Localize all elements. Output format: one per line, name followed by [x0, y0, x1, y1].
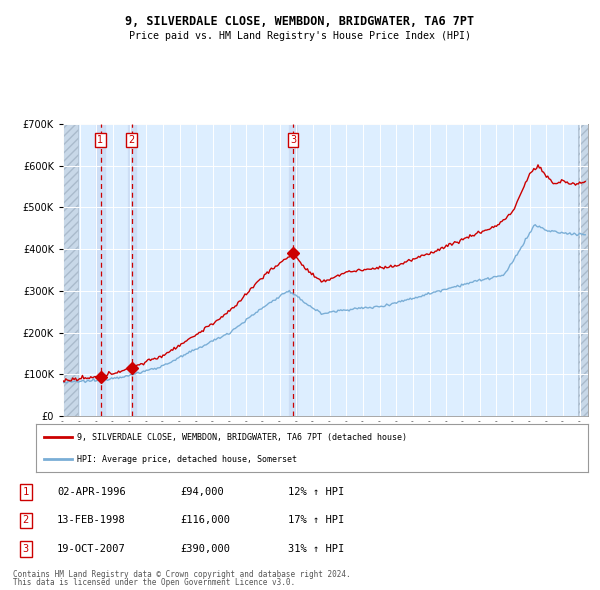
- Text: 2007: 2007: [271, 421, 280, 441]
- Text: 02-APR-1996: 02-APR-1996: [57, 487, 126, 497]
- Text: 2017: 2017: [437, 421, 446, 441]
- Text: 1994: 1994: [54, 421, 63, 441]
- Text: 2: 2: [128, 135, 135, 145]
- Text: 2005: 2005: [238, 421, 247, 441]
- Text: 2: 2: [23, 516, 29, 526]
- Text: 13-FEB-1998: 13-FEB-1998: [57, 516, 126, 526]
- Text: 2022: 2022: [521, 421, 530, 441]
- Text: 2000: 2000: [154, 421, 163, 441]
- Text: 2016: 2016: [421, 421, 430, 441]
- Text: 2015: 2015: [404, 421, 413, 441]
- Text: 2020: 2020: [487, 421, 496, 441]
- Text: 2002: 2002: [187, 421, 196, 441]
- Text: 1997: 1997: [104, 421, 113, 441]
- Text: 1999: 1999: [137, 421, 146, 441]
- Text: 31% ↑ HPI: 31% ↑ HPI: [288, 545, 344, 555]
- Text: 1996: 1996: [88, 421, 97, 441]
- Text: 1: 1: [23, 487, 29, 497]
- Text: 2025: 2025: [571, 421, 580, 441]
- Text: 2012: 2012: [354, 421, 363, 441]
- Text: £94,000: £94,000: [180, 487, 224, 497]
- Text: 2001: 2001: [170, 421, 179, 441]
- Text: 2006: 2006: [254, 421, 263, 441]
- Text: 2018: 2018: [454, 421, 463, 441]
- Bar: [128, 124, 136, 416]
- Text: 12% ↑ HPI: 12% ↑ HPI: [288, 487, 344, 497]
- Text: 2019: 2019: [470, 421, 479, 441]
- Text: Price paid vs. HM Land Registry's House Price Index (HPI): Price paid vs. HM Land Registry's House …: [129, 31, 471, 41]
- Text: 2009: 2009: [304, 421, 313, 441]
- Text: 2013: 2013: [371, 421, 380, 441]
- Text: 2024: 2024: [554, 421, 563, 441]
- Bar: [97, 124, 104, 416]
- Bar: [578, 124, 588, 416]
- Text: 9, SILVERDALE CLOSE, WEMBDON, BRIDGWATER, TA6 7PT (detached house): 9, SILVERDALE CLOSE, WEMBDON, BRIDGWATER…: [77, 432, 407, 442]
- Text: 1: 1: [97, 135, 104, 145]
- Text: Contains HM Land Registry data © Crown copyright and database right 2024.: Contains HM Land Registry data © Crown c…: [13, 570, 351, 579]
- Bar: [289, 124, 297, 416]
- Text: 2003: 2003: [204, 421, 213, 441]
- Text: 2023: 2023: [538, 421, 547, 441]
- Text: 2014: 2014: [388, 421, 397, 441]
- Text: 9, SILVERDALE CLOSE, WEMBDON, BRIDGWATER, TA6 7PT: 9, SILVERDALE CLOSE, WEMBDON, BRIDGWATER…: [125, 15, 475, 28]
- Text: 3: 3: [290, 135, 296, 145]
- Text: 1998: 1998: [121, 421, 130, 441]
- Text: 3: 3: [23, 545, 29, 555]
- Text: 2004: 2004: [221, 421, 230, 441]
- Bar: [63, 124, 79, 416]
- Text: 2011: 2011: [337, 421, 346, 441]
- Text: 2008: 2008: [287, 421, 296, 441]
- Text: 2021: 2021: [504, 421, 513, 441]
- Text: This data is licensed under the Open Government Licence v3.0.: This data is licensed under the Open Gov…: [13, 578, 295, 587]
- Text: 1995: 1995: [71, 421, 80, 441]
- Text: £390,000: £390,000: [180, 545, 230, 555]
- Text: £116,000: £116,000: [180, 516, 230, 526]
- Text: HPI: Average price, detached house, Somerset: HPI: Average price, detached house, Some…: [77, 455, 298, 464]
- Text: 2010: 2010: [320, 421, 329, 441]
- Text: 19-OCT-2007: 19-OCT-2007: [57, 545, 126, 555]
- Text: 17% ↑ HPI: 17% ↑ HPI: [288, 516, 344, 526]
